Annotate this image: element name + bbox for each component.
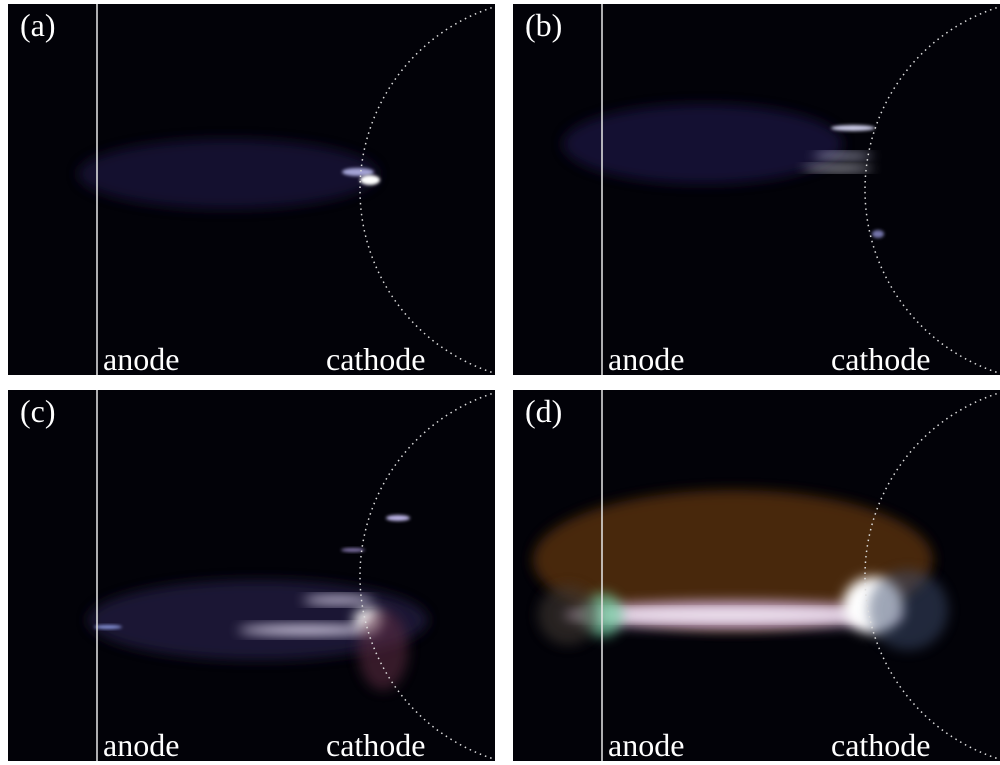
anode-label: anode: [608, 341, 684, 375]
cathode-label: cathode: [326, 727, 426, 761]
glow: [78, 139, 378, 209]
glow: [94, 625, 122, 629]
cathode-label: cathode: [831, 341, 931, 375]
panel-label: (d): [525, 393, 562, 429]
figure: (a) anode cathode (b) anode cathode (c) anode ca…: [0, 0, 1000, 765]
glow: [813, 153, 873, 159]
background: [513, 4, 1000, 375]
background: [8, 390, 495, 761]
glow: [831, 125, 875, 131]
glow: [563, 104, 843, 184]
glow: [538, 585, 598, 645]
glow: [303, 596, 373, 604]
cathode-label: cathode: [326, 341, 426, 375]
panel-label: (b): [525, 7, 562, 43]
glow: [868, 570, 948, 650]
panel-label: (a): [20, 7, 56, 43]
anode-label: anode: [608, 727, 684, 761]
photo-panel: (a) anode cathode: [8, 4, 495, 375]
anode-label: anode: [103, 341, 179, 375]
photo-panel: (d) anode cathode: [513, 390, 1000, 761]
glow: [342, 168, 374, 176]
photo-panel: (c) anode cathode: [8, 390, 495, 761]
photo-panel: (b) anode cathode: [513, 4, 1000, 375]
glow: [386, 515, 410, 521]
anode-label: anode: [103, 727, 179, 761]
glow: [803, 165, 873, 171]
panel-label: (c): [20, 393, 56, 429]
cathode-label: cathode: [831, 727, 931, 761]
glow: [360, 175, 380, 185]
glow: [872, 230, 884, 238]
